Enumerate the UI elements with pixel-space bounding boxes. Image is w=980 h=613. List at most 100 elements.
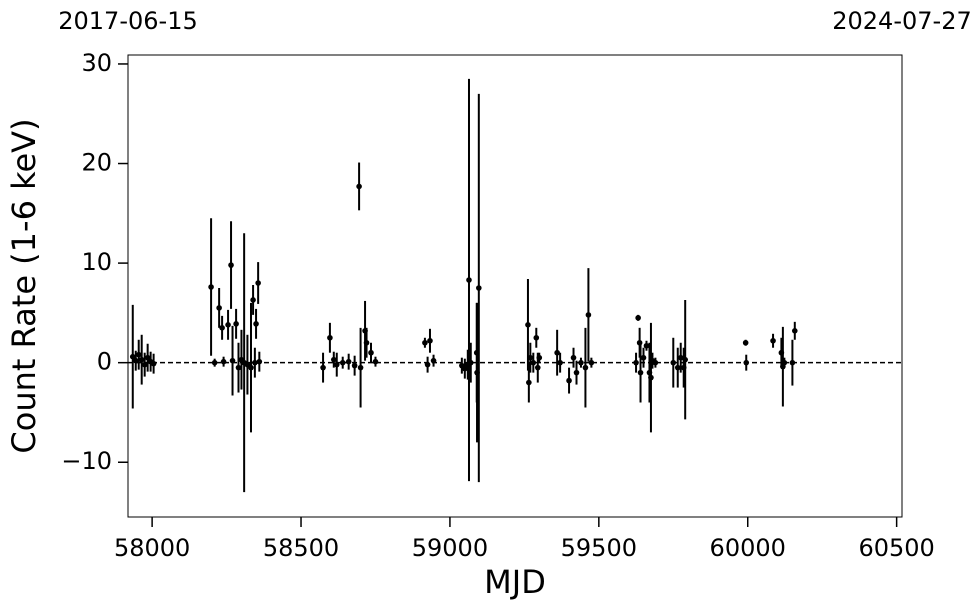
data-point xyxy=(742,339,749,346)
data-point xyxy=(225,322,231,328)
data-point xyxy=(208,284,214,290)
data-point xyxy=(636,339,643,346)
x-tick-label: 59500 xyxy=(561,534,637,562)
data-point xyxy=(356,183,362,190)
data-point xyxy=(252,359,258,366)
y-axis-label: Count Rate (1-6 keV) xyxy=(5,118,43,453)
data-point xyxy=(474,369,480,376)
x-tick-label: 60000 xyxy=(710,534,786,562)
data-point xyxy=(141,361,148,368)
top-date-label: 2024-07-27 xyxy=(832,7,971,35)
data-point xyxy=(566,377,572,384)
y-tick-label: 20 xyxy=(81,149,112,177)
data-point xyxy=(525,322,531,328)
data-point xyxy=(362,328,368,334)
data-point xyxy=(150,360,157,367)
data-point xyxy=(368,349,374,356)
data-point xyxy=(320,364,326,371)
data-point xyxy=(427,337,433,344)
data-point xyxy=(129,353,136,360)
data-point xyxy=(467,359,474,366)
data-point xyxy=(248,364,254,371)
data-point xyxy=(527,354,534,361)
data-point xyxy=(536,354,543,361)
data-point xyxy=(253,321,259,327)
y-tick-label: 30 xyxy=(81,49,112,77)
data-point xyxy=(643,342,650,349)
data-point xyxy=(573,369,580,376)
data-point xyxy=(345,358,352,365)
data-point xyxy=(339,359,346,366)
data-point xyxy=(233,321,239,327)
data-point xyxy=(791,328,798,334)
x-axis-label: MJD xyxy=(484,563,546,601)
data-point xyxy=(554,349,560,356)
data-point xyxy=(533,334,540,341)
data-point xyxy=(430,357,437,364)
data-point xyxy=(333,361,340,368)
data-point xyxy=(674,364,681,371)
data-point xyxy=(228,262,234,268)
data-point xyxy=(372,358,379,365)
data-point xyxy=(570,354,577,361)
data-point xyxy=(530,359,537,366)
data-point xyxy=(256,358,263,365)
data-point xyxy=(327,334,333,341)
data-point xyxy=(220,358,227,365)
data-point xyxy=(526,379,532,386)
data-point xyxy=(781,359,788,366)
y-tick-label: 0 xyxy=(97,348,112,376)
data-point xyxy=(743,359,750,366)
data-point xyxy=(648,374,654,381)
data-point xyxy=(789,359,796,366)
y-tick-label: −10 xyxy=(61,447,112,475)
data-point xyxy=(646,369,653,376)
data-point xyxy=(473,349,480,356)
data-point xyxy=(255,280,261,286)
data-point xyxy=(652,359,659,366)
x-tick-label: 60500 xyxy=(858,534,934,562)
data-point xyxy=(633,359,639,366)
data-point xyxy=(476,285,482,291)
top-date-label: 2017-06-15 xyxy=(58,7,197,35)
data-point xyxy=(363,339,370,346)
data-point xyxy=(229,357,236,364)
data-point xyxy=(211,359,218,366)
data-point xyxy=(534,364,541,371)
y-tick-label: 10 xyxy=(81,248,112,276)
data-point xyxy=(424,361,431,368)
data-point xyxy=(135,351,142,358)
data-point xyxy=(250,297,256,303)
data-point xyxy=(219,325,225,331)
x-tick-label: 58500 xyxy=(263,534,339,562)
data-point xyxy=(216,305,222,311)
data-point xyxy=(578,359,584,366)
data-point xyxy=(682,356,688,363)
data-point xyxy=(635,315,641,321)
data-point xyxy=(778,349,785,356)
data-point xyxy=(582,364,589,371)
data-point xyxy=(144,354,151,361)
data-point xyxy=(557,359,563,366)
data-point xyxy=(132,357,139,364)
data-point xyxy=(677,354,684,361)
data-point xyxy=(462,365,468,372)
data-point xyxy=(351,362,358,369)
data-point xyxy=(670,359,677,366)
data-point xyxy=(637,369,644,376)
data-point xyxy=(466,277,472,283)
data-point xyxy=(770,337,776,344)
data-point xyxy=(680,364,687,371)
data-point xyxy=(138,356,145,363)
data-point xyxy=(235,364,242,371)
x-tick-label: 58000 xyxy=(114,534,190,562)
data-point xyxy=(330,356,337,363)
data-point xyxy=(588,359,595,366)
data-point xyxy=(357,364,364,371)
plot-frame xyxy=(127,54,903,518)
data-point xyxy=(585,312,592,318)
data-point xyxy=(640,354,647,361)
data-point xyxy=(422,339,428,346)
